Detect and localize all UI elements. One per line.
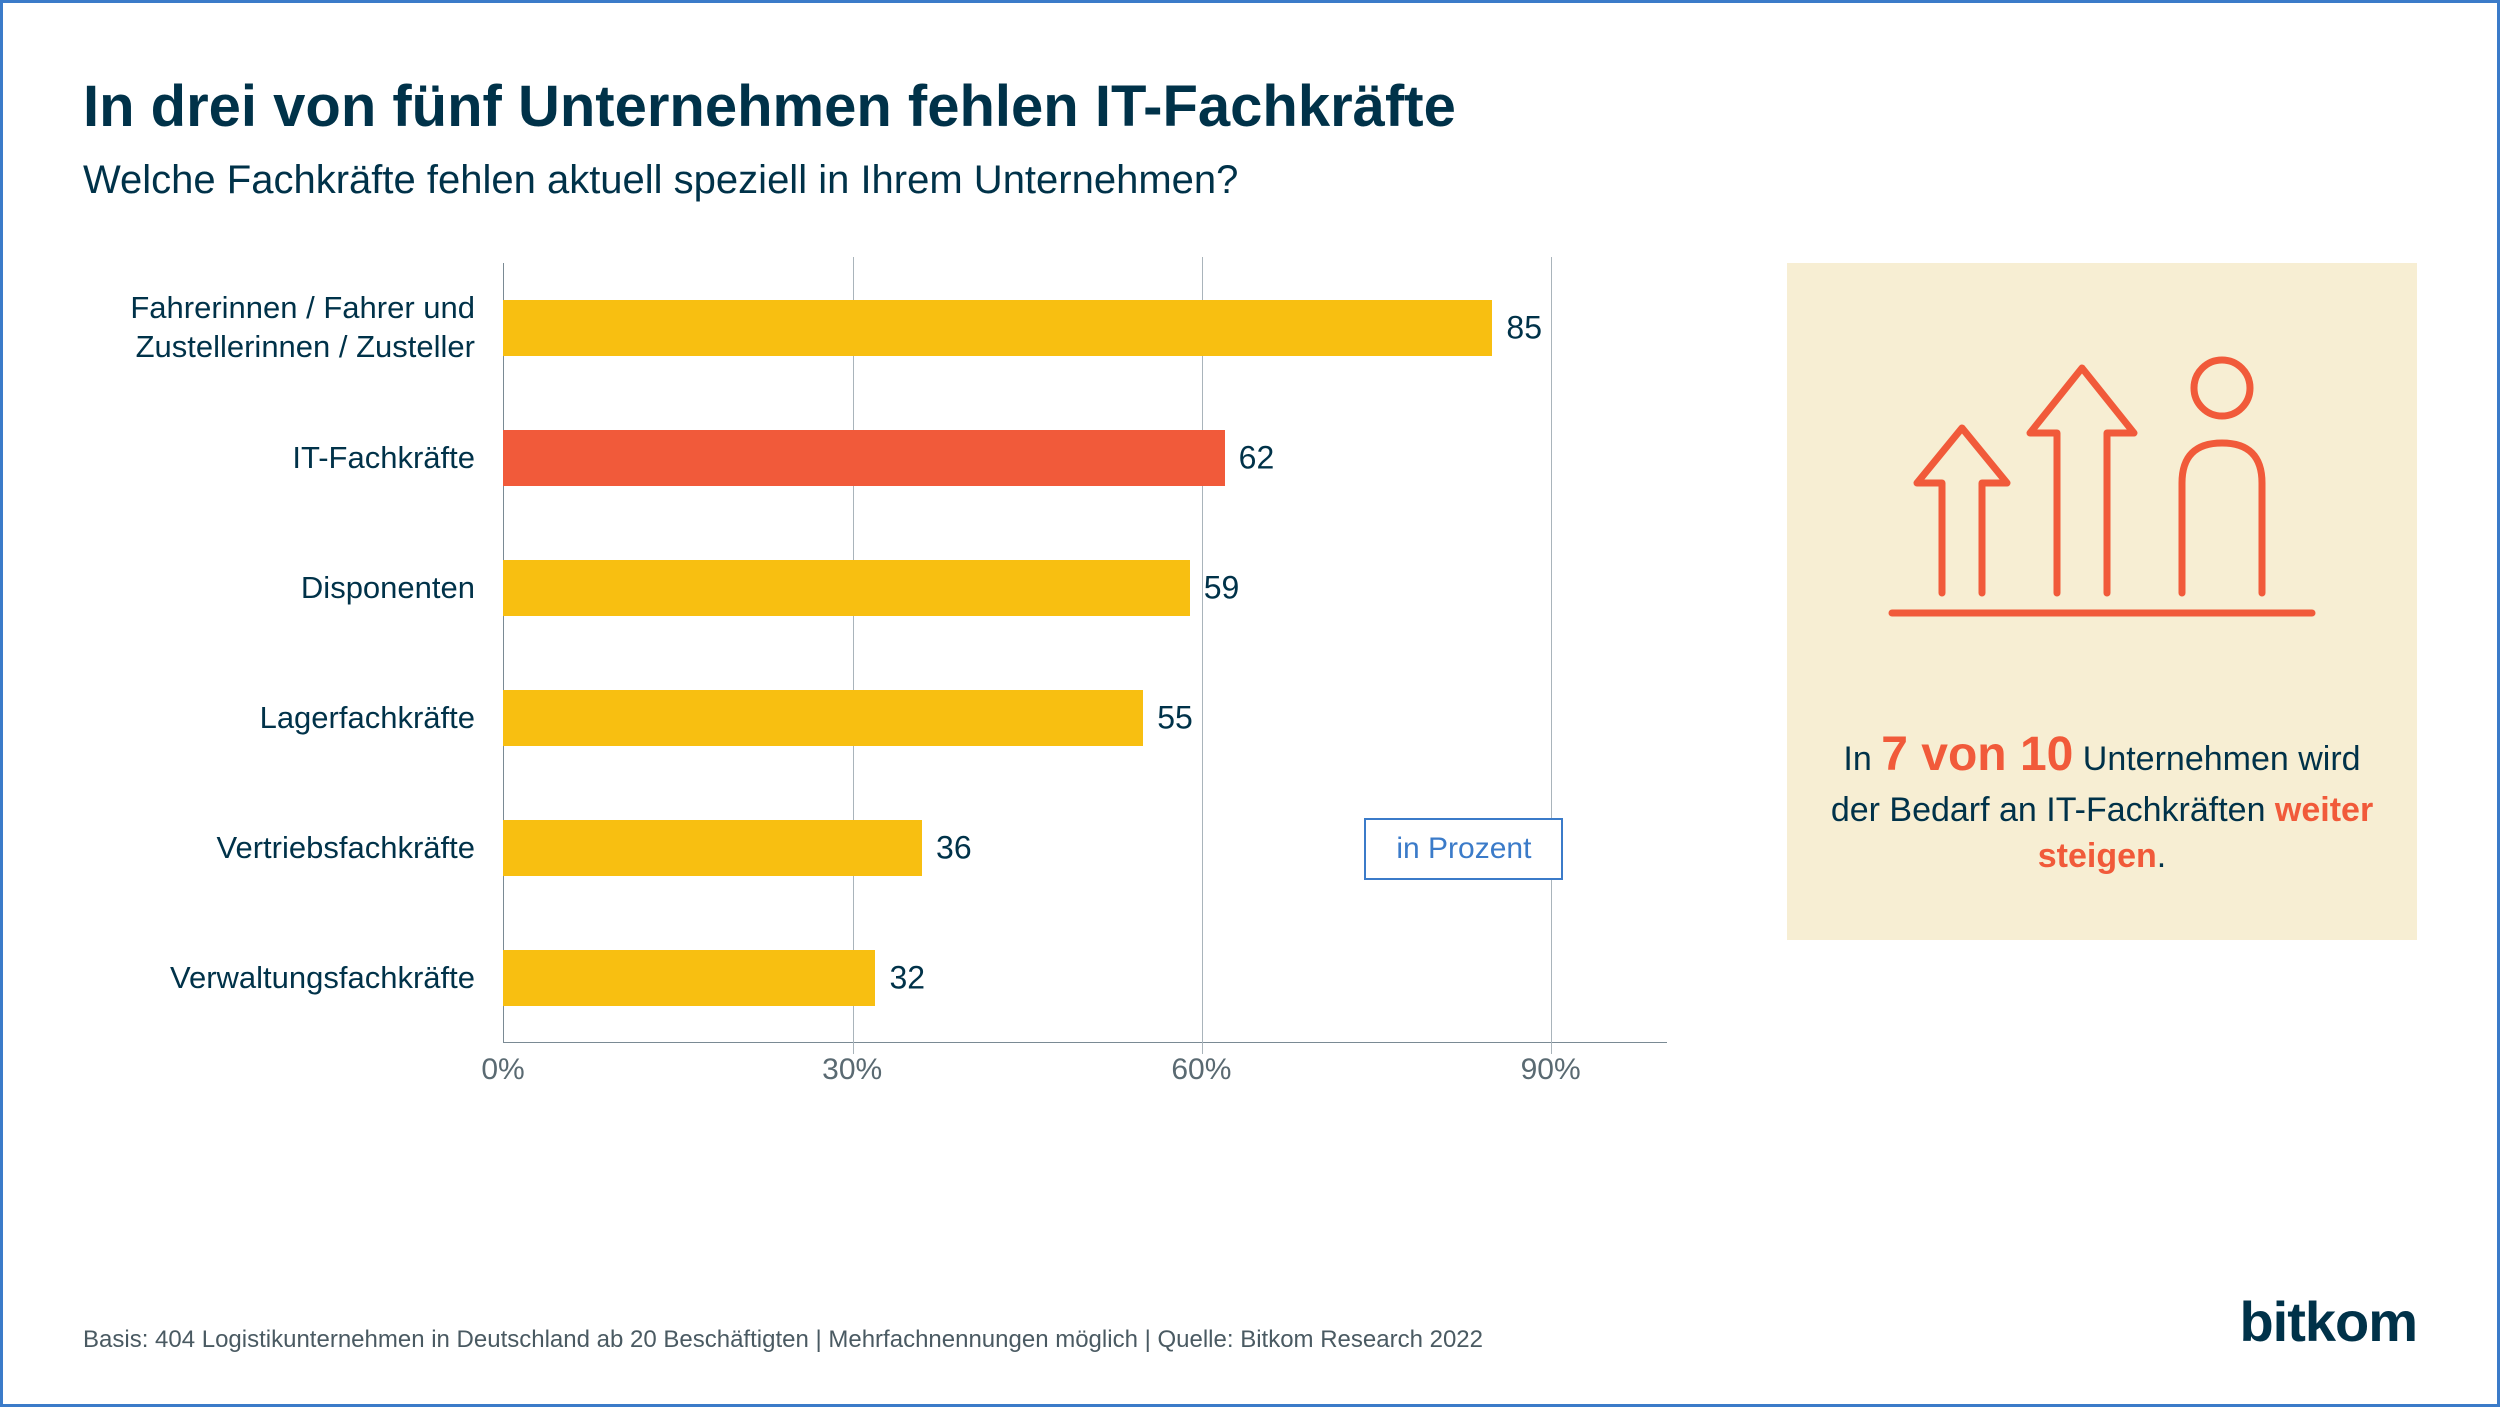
callout-suffix: . — [2157, 837, 2166, 875]
value-label: 55 — [1157, 700, 1193, 737]
chart-frame: In drei von fünf Unternehmen fehlen IT-F… — [0, 0, 2500, 1407]
bar: 62 — [503, 430, 1225, 486]
chart-area: Fahrerinnen / Fahrer undZustellerinnen /… — [83, 263, 1667, 1143]
bar: 59 — [503, 560, 1190, 616]
x-axis: 0%30%60%90% — [503, 1053, 1667, 1103]
category-label: Vertriebsfachkräfte — [83, 829, 503, 868]
bar-track: 32 — [503, 913, 1667, 1043]
bar-chart: Fahrerinnen / Fahrer undZustellerinnen /… — [83, 263, 1667, 1043]
bar-row: IT-Fachkräfte62 — [83, 393, 1667, 523]
bar: 36 — [503, 820, 922, 876]
chart-title: In drei von fünf Unternehmen fehlen IT-F… — [83, 73, 2417, 140]
callout-icon — [1827, 333, 2377, 633]
value-label: 36 — [936, 830, 972, 867]
bar: 32 — [503, 950, 875, 1006]
bar-row: Fahrerinnen / Fahrer undZustellerinnen /… — [83, 263, 1667, 393]
callout-prefix: In — [1843, 740, 1881, 778]
callout-box: In 7 von 10 Unternehmen wird der Bedarf … — [1787, 263, 2417, 940]
x-tick-label: 60% — [1171, 1053, 1231, 1087]
bar-track: 62 — [503, 393, 1667, 523]
bitkom-logo: bitkom — [2239, 1289, 2417, 1354]
x-tick-label: 0% — [481, 1053, 524, 1087]
value-label: 32 — [889, 960, 925, 997]
category-label: Verwaltungsfachkräfte — [83, 959, 503, 998]
value-label: 62 — [1239, 440, 1275, 477]
callout-big: 7 von 10 — [1881, 728, 2073, 781]
bar: 55 — [503, 690, 1143, 746]
bar-row: Lagerfachkräfte55 — [83, 653, 1667, 783]
value-label: 59 — [1204, 570, 1240, 607]
category-label: Lagerfachkräfte — [83, 699, 503, 738]
bar-track: 55 — [503, 653, 1667, 783]
category-label: IT-Fachkräfte — [83, 439, 503, 478]
value-label: 85 — [1506, 310, 1542, 347]
category-label: Disponenten — [83, 569, 503, 608]
footer: Basis: 404 Logistikunternehmen in Deutsc… — [83, 1289, 2417, 1354]
chart-subtitle: Welche Fachkräfte fehlen aktuell speziel… — [83, 158, 2417, 203]
bar-track: 85 — [503, 263, 1667, 393]
bar: 85 — [503, 300, 1492, 356]
bar-row: Disponenten59 — [83, 523, 1667, 653]
bar-track: 59 — [503, 523, 1667, 653]
legend-box: in Prozent — [1364, 818, 1563, 880]
bar-row: Verwaltungsfachkräfte32 — [83, 913, 1667, 1043]
x-tick-label: 90% — [1521, 1053, 1581, 1087]
callout-text: In 7 von 10 Unternehmen wird der Bedarf … — [1827, 723, 2377, 880]
category-label: Fahrerinnen / Fahrer undZustellerinnen /… — [83, 289, 503, 367]
x-tick-label: 30% — [822, 1053, 882, 1087]
content-row: Fahrerinnen / Fahrer undZustellerinnen /… — [83, 263, 2417, 1143]
basis-text: Basis: 404 Logistikunternehmen in Deutsc… — [83, 1326, 1483, 1354]
